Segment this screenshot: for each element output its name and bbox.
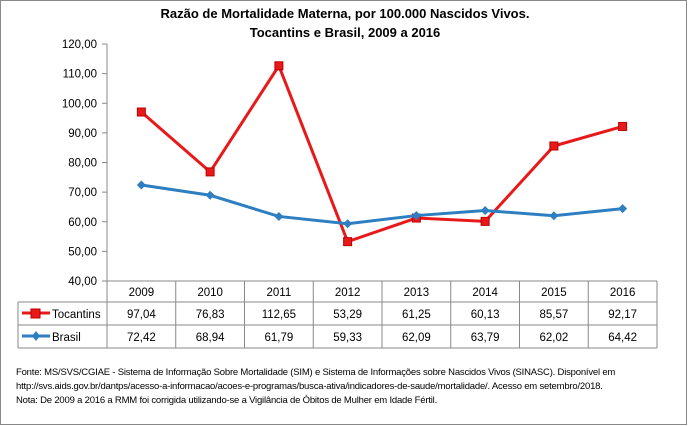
data-cell: 59,33 bbox=[333, 332, 362, 344]
data-cell: 62,09 bbox=[402, 332, 431, 344]
x-tick-label: 2011 bbox=[267, 287, 292, 299]
data-point bbox=[411, 211, 421, 221]
data-cell: 97,04 bbox=[127, 309, 156, 321]
y-tick-label: 80,00 bbox=[68, 158, 97, 170]
x-tick-label: 2015 bbox=[541, 287, 567, 299]
data-cell: 62,02 bbox=[539, 332, 568, 344]
data-cell: 53,29 bbox=[333, 309, 362, 321]
x-tick-label: 2014 bbox=[472, 287, 498, 299]
data-point bbox=[343, 219, 353, 229]
x-tick-label: 2013 bbox=[404, 287, 430, 299]
data-point bbox=[549, 211, 559, 221]
y-tick-label: 120,00 bbox=[62, 39, 97, 51]
data-point bbox=[136, 180, 146, 190]
y-tick-label: 40,00 bbox=[68, 276, 97, 288]
data-cell: 60,13 bbox=[471, 309, 500, 321]
legend-marker bbox=[30, 308, 41, 319]
y-tick-label: 90,00 bbox=[68, 128, 97, 140]
chart-subtitle: Tocantins e Brasil, 2009 a 2016 bbox=[250, 25, 441, 40]
legend-marker bbox=[32, 331, 40, 341]
chart-title: Razão de Mortalidade Materna, por 100.00… bbox=[161, 6, 530, 21]
data-cell: 61,79 bbox=[264, 332, 293, 344]
y-tick-label: 110,00 bbox=[63, 69, 97, 81]
y-tick-label: 60,00 bbox=[68, 217, 97, 229]
legend-label: Tocantins bbox=[52, 309, 101, 321]
data-point bbox=[205, 190, 215, 200]
data-point bbox=[618, 204, 628, 214]
x-tick-label: 2012 bbox=[335, 287, 361, 299]
legend-label: Brasil bbox=[52, 332, 81, 344]
data-point bbox=[480, 206, 490, 216]
data-cell: 63,79 bbox=[471, 332, 500, 344]
data-cell: 72,42 bbox=[127, 332, 156, 344]
data-cell: 64,42 bbox=[608, 332, 637, 344]
data-cell: 92,17 bbox=[608, 309, 637, 321]
data-cell: 68,94 bbox=[196, 332, 225, 344]
y-tick-label: 50,00 bbox=[68, 246, 97, 258]
data-cell: 85,57 bbox=[539, 309, 568, 321]
x-tick-label: 2009 bbox=[129, 287, 155, 299]
data-point bbox=[618, 121, 628, 131]
data-point bbox=[205, 167, 215, 177]
data-point bbox=[549, 141, 559, 151]
correction-note: Nota: De 2009 a 2016 a RMM foi corrigida… bbox=[16, 395, 438, 406]
data-cell: 61,25 bbox=[402, 309, 431, 321]
source-note: Fonte: MS/SVS/CGIAE - Sistema de Informa… bbox=[16, 367, 616, 378]
data-point bbox=[480, 216, 490, 226]
series-line-brasil bbox=[141, 183, 623, 226]
data-cell: 76,83 bbox=[196, 309, 225, 321]
data-point bbox=[343, 237, 353, 247]
data-point bbox=[274, 61, 284, 71]
x-tick-label: 2016 bbox=[610, 287, 636, 299]
source-url-note: http://svs.aids.gov.br/dantps/acesso-a-i… bbox=[16, 381, 603, 392]
data-point bbox=[274, 211, 284, 221]
x-tick-label: 2010 bbox=[197, 287, 223, 299]
y-tick-label: 100,00 bbox=[62, 98, 97, 110]
data-cell: 112,65 bbox=[262, 309, 296, 321]
series-line-tocantins bbox=[140, 62, 624, 244]
data-point bbox=[136, 107, 146, 117]
y-tick-label: 70,00 bbox=[68, 187, 97, 199]
